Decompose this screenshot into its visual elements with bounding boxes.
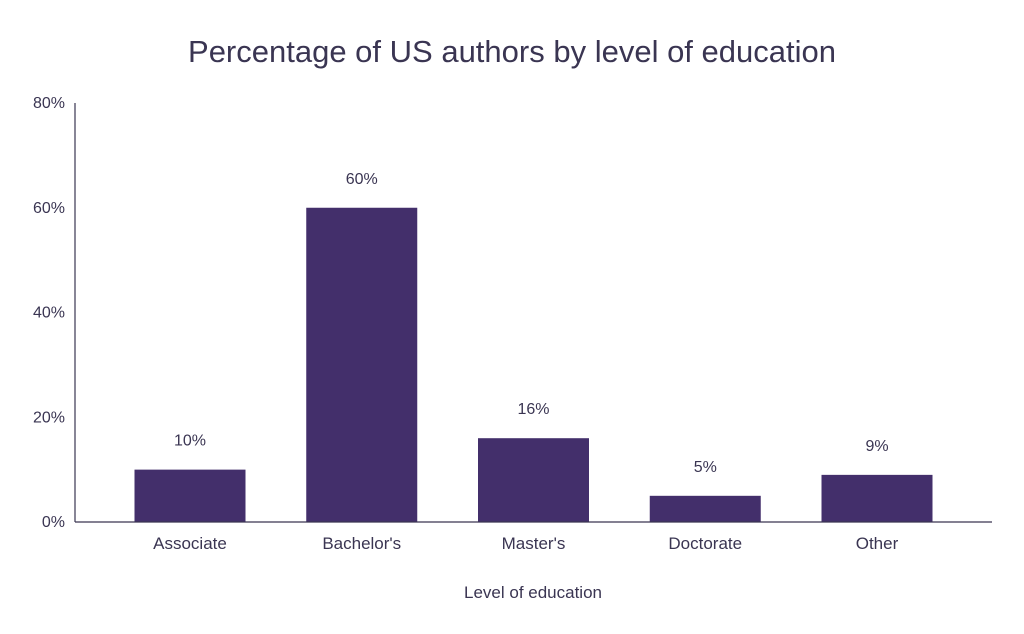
bar-doctorate	[649, 495, 761, 522]
y-tick-label: 0%	[42, 514, 65, 531]
data-label-bachelor-s: 60%	[346, 171, 378, 188]
data-label-doctorate: 5%	[694, 459, 717, 476]
category-label-associate: Associate	[153, 534, 227, 553]
y-tick-label: 40%	[33, 305, 65, 322]
y-tick-label: 20%	[33, 409, 65, 426]
data-labels-group: 10% 60% 16% 5% 9%	[174, 171, 889, 476]
bar-other	[821, 474, 933, 522]
category-label-master-s: Master's	[502, 534, 566, 553]
x-axis-title: Level of education	[464, 583, 602, 602]
data-label-other: 9%	[865, 438, 888, 455]
category-label-bachelor-s: Bachelor's	[322, 534, 401, 553]
bars-group	[134, 207, 933, 522]
category-label-other: Other	[856, 534, 899, 553]
data-label-master-s: 16%	[517, 401, 549, 418]
bar-associate	[134, 469, 246, 522]
category-label-doctorate: Doctorate	[668, 534, 742, 553]
data-label-associate: 10%	[174, 433, 206, 450]
y-tick-label: 60%	[33, 200, 65, 217]
chart-title: Percentage of US authors by level of edu…	[188, 34, 836, 69]
category-labels-group: Associate Bachelor's Master's Doctorate Othe…	[153, 534, 898, 553]
y-axis-ticks: 0% 20% 40% 60% 80%	[33, 95, 65, 531]
y-tick-label: 80%	[33, 95, 65, 112]
bar-bachelor-s	[306, 207, 418, 522]
bar-master-s	[478, 438, 589, 522]
